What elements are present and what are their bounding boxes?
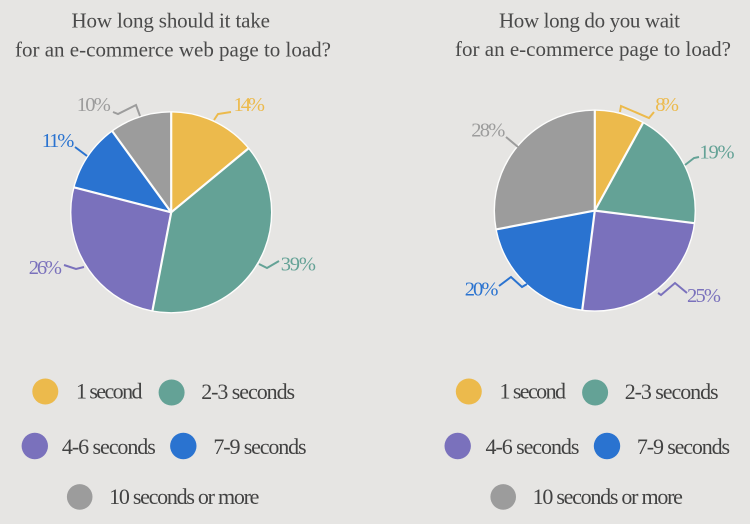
svg-text:20%: 20% bbox=[465, 279, 499, 301]
svg-text:26%: 26% bbox=[29, 257, 62, 279]
svg-text:25%: 25% bbox=[687, 285, 721, 307]
svg-text:19%: 19% bbox=[699, 142, 734, 164]
svg-text:4-6 seconds: 4-6 seconds bbox=[486, 434, 580, 459]
svg-text:14%: 14% bbox=[234, 94, 266, 116]
svg-text:for an e-commerce page to load: for an e-commerce page to load? bbox=[455, 37, 731, 61]
svg-text:10 seconds or more: 10 seconds or more bbox=[109, 484, 259, 509]
svg-text:2-3 seconds: 2-3 seconds bbox=[201, 379, 295, 404]
svg-text:4-6 seconds: 4-6 seconds bbox=[62, 434, 156, 459]
svg-text:10 seconds or more: 10 seconds or more bbox=[533, 484, 683, 509]
svg-text:How long do you wait: How long do you wait bbox=[499, 8, 680, 32]
svg-text:7-9 seconds: 7-9 seconds bbox=[637, 434, 730, 459]
svg-text:7-9 seconds: 7-9 seconds bbox=[213, 434, 306, 459]
svg-text:How long should it take: How long should it take bbox=[72, 9, 271, 33]
svg-text:1 second: 1 second bbox=[500, 379, 567, 404]
svg-text:10%: 10% bbox=[77, 94, 111, 116]
svg-text:11%: 11% bbox=[42, 130, 75, 152]
svg-text:8%: 8% bbox=[655, 94, 679, 116]
svg-text:28%: 28% bbox=[471, 119, 505, 141]
svg-text:1 second: 1 second bbox=[76, 379, 143, 404]
svg-text:for an e-commerce web page to: for an e-commerce web page to load? bbox=[15, 37, 331, 61]
svg-text:2-3 seconds: 2-3 seconds bbox=[625, 379, 719, 404]
svg-text:39%: 39% bbox=[281, 254, 316, 276]
